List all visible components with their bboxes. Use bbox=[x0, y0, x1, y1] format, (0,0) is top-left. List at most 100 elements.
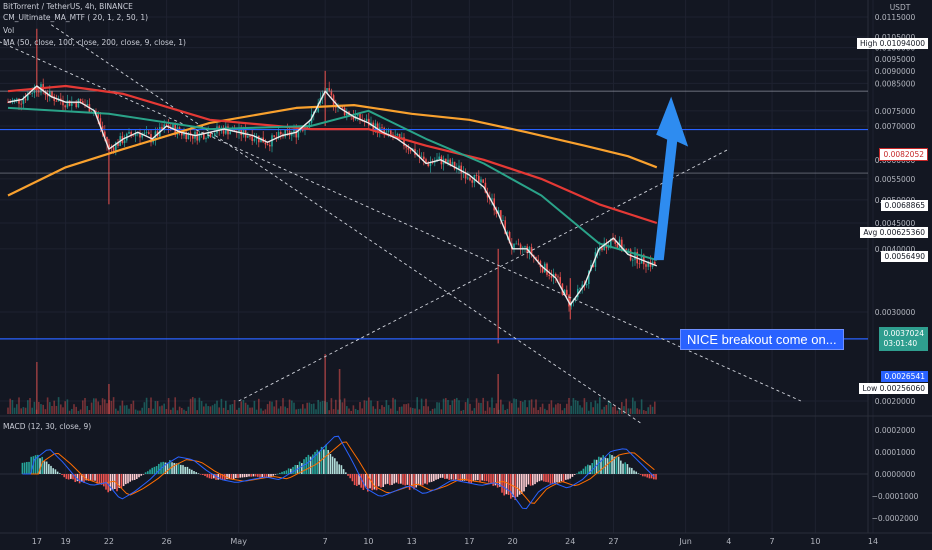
macd-histogram-bar bbox=[389, 474, 391, 486]
ultimate-ma-legend[interactable]: CM_Ultimate_MA_MTF ( 20, 1, 2, 50, 1) bbox=[3, 13, 149, 22]
volume-legend[interactable]: Vol bbox=[3, 26, 15, 35]
bar-countdown: 03:01:40 bbox=[883, 339, 918, 348]
volume-bar bbox=[40, 404, 42, 414]
time-tick-label: 27 bbox=[608, 537, 618, 546]
candle-body bbox=[537, 259, 539, 261]
volume-bar bbox=[522, 401, 524, 414]
candle-body bbox=[495, 210, 498, 214]
candle-body bbox=[478, 175, 480, 183]
candle-body bbox=[555, 273, 557, 277]
candle-body bbox=[29, 93, 31, 95]
projection-arrow[interactable] bbox=[653, 96, 689, 261]
macd-histogram-bar bbox=[147, 471, 149, 474]
candle-body bbox=[581, 284, 583, 288]
volume-bar bbox=[262, 410, 264, 414]
volume-bar bbox=[231, 404, 234, 414]
time-tick-label: 19 bbox=[61, 537, 71, 546]
trendlines[interactable] bbox=[0, 24, 802, 425]
candle-body bbox=[264, 142, 267, 145]
macd-legend[interactable]: MACD (12, 30, close, 9) bbox=[3, 422, 92, 431]
volume-bar bbox=[297, 408, 300, 414]
volume-bar bbox=[132, 400, 135, 414]
macd-histogram-bar bbox=[105, 474, 107, 490]
volume-bar bbox=[68, 410, 71, 414]
candle-body bbox=[286, 129, 289, 131]
macd-histogram-bar bbox=[151, 467, 154, 474]
macd-histogram-bar bbox=[501, 474, 503, 493]
volume-bar bbox=[350, 410, 352, 414]
macd-histogram-bar bbox=[437, 474, 440, 480]
volume-bar bbox=[445, 398, 447, 414]
candle-body bbox=[407, 147, 410, 150]
macd-histogram-bar bbox=[177, 462, 180, 474]
volume-bar bbox=[473, 408, 476, 414]
macd-histogram-bar bbox=[210, 474, 213, 479]
volume-bar bbox=[517, 407, 520, 414]
macd-histogram-bar bbox=[452, 474, 455, 481]
volume-bar bbox=[57, 397, 60, 414]
candle-body bbox=[403, 137, 405, 146]
ma-legend[interactable]: MA (50, close, 100, close, 200, close, 9… bbox=[3, 38, 186, 47]
volume-bar bbox=[475, 398, 478, 414]
volume-bar bbox=[511, 403, 513, 414]
macd-histogram-bar bbox=[74, 474, 77, 483]
candle-body bbox=[449, 159, 451, 166]
volume-bar bbox=[458, 400, 460, 414]
macd-histogram-bar bbox=[149, 469, 151, 474]
candle-body bbox=[559, 277, 561, 284]
candle-body bbox=[513, 243, 515, 250]
candle-body bbox=[385, 131, 388, 133]
volume-bar bbox=[486, 401, 489, 414]
candle-body bbox=[522, 247, 524, 249]
volume-bar bbox=[502, 404, 504, 414]
symbol-legend[interactable]: BitTorrent / TetherUS, 4h, BINANCE bbox=[3, 2, 133, 11]
volume-bar bbox=[207, 406, 209, 414]
macd-histogram-bar bbox=[602, 455, 605, 474]
candle-body bbox=[145, 132, 148, 133]
macd-histogram-bar bbox=[364, 474, 367, 488]
macd-histogram-bar bbox=[206, 474, 209, 478]
volume-bar bbox=[645, 410, 647, 414]
macd-histogram-bar bbox=[215, 474, 217, 480]
volume-bar bbox=[447, 399, 449, 414]
macd-histogram-bar bbox=[336, 461, 338, 474]
volume-bar bbox=[363, 400, 366, 414]
volume-bar bbox=[253, 400, 256, 414]
price-tick-label: 0.0030000 bbox=[875, 308, 916, 317]
macd-histogram-bar bbox=[67, 474, 70, 480]
volume-bar bbox=[588, 410, 590, 414]
macd-histogram-bar bbox=[558, 474, 561, 483]
volume-bar bbox=[51, 405, 53, 414]
macd-histogram-bar bbox=[26, 461, 28, 474]
candle-body bbox=[280, 132, 282, 135]
volume-bar bbox=[115, 408, 117, 414]
macd-histogram-bar bbox=[466, 474, 468, 481]
macd-histogram-bar bbox=[96, 474, 99, 484]
volume-bar bbox=[143, 402, 146, 414]
breakout-annotation[interactable]: NICE breakout come on... bbox=[680, 329, 844, 350]
volume-bar bbox=[552, 407, 555, 414]
candle-body bbox=[101, 126, 104, 132]
volume-bar bbox=[264, 409, 267, 414]
high-value: 0.01094000 bbox=[879, 39, 925, 48]
macd-histogram-bar bbox=[83, 474, 85, 483]
macd-histogram-bar bbox=[59, 473, 61, 474]
macd-histogram-bar bbox=[76, 474, 79, 482]
volume-bar bbox=[482, 397, 484, 414]
volume-bar bbox=[203, 406, 205, 414]
time-tick-label: 7 bbox=[770, 537, 775, 546]
candle-body bbox=[205, 138, 207, 140]
volume-bar bbox=[423, 406, 425, 414]
volume-bar bbox=[7, 407, 9, 414]
candle-body bbox=[610, 239, 612, 248]
volume-bar bbox=[209, 406, 212, 414]
volume-bar bbox=[31, 407, 33, 414]
volume-bar bbox=[161, 405, 163, 414]
macd-histogram-bar bbox=[219, 474, 222, 480]
macd-histogram-bar bbox=[270, 474, 272, 477]
candle-body bbox=[491, 198, 493, 200]
candle-body bbox=[181, 132, 183, 136]
candle-body bbox=[508, 231, 511, 244]
